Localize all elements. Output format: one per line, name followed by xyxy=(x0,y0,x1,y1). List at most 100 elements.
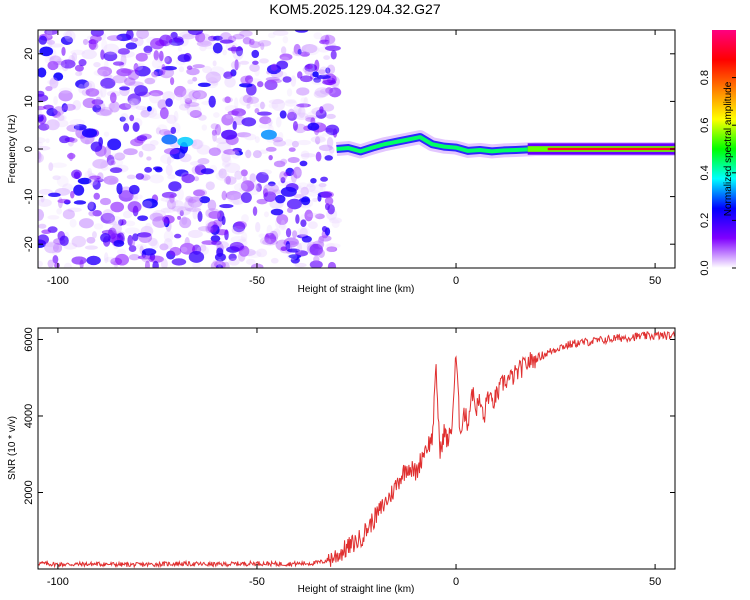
noise-blob xyxy=(327,261,337,268)
noise-blob xyxy=(47,259,55,268)
noise-blob xyxy=(165,42,178,47)
noise-blob xyxy=(224,96,231,104)
x-tick-label: -50 xyxy=(249,576,265,588)
noise-blob xyxy=(158,128,171,136)
noise-blob xyxy=(299,160,308,167)
noise-blob xyxy=(328,146,335,154)
noise-blob xyxy=(242,94,252,104)
noise-blob xyxy=(86,255,101,266)
y-tick-label: 0 xyxy=(23,146,35,152)
noise-blob xyxy=(137,215,149,221)
noise-blob xyxy=(86,236,96,244)
noise-blob xyxy=(194,139,205,148)
noise-blob xyxy=(268,102,279,109)
noise-blob xyxy=(159,107,169,120)
noise-blob xyxy=(313,77,322,83)
noise-blob xyxy=(106,35,123,41)
noise-blob xyxy=(313,32,323,40)
noise-blob xyxy=(181,173,195,184)
noise-blob xyxy=(165,98,173,107)
noise-blob xyxy=(149,174,164,184)
noise-blob xyxy=(51,162,67,168)
noise-blob xyxy=(150,240,160,249)
noise-blob xyxy=(78,59,87,67)
noise-blob xyxy=(60,35,73,45)
noise-blob xyxy=(134,65,151,77)
noise-blob xyxy=(279,53,293,61)
snr-x-ticks: -100 -50 0 50 xyxy=(47,328,661,588)
noise-blob xyxy=(110,160,116,165)
spectrogram-signal-track xyxy=(336,130,675,159)
noise-blob xyxy=(123,77,136,86)
snr-frame xyxy=(37,327,676,570)
noise-blob xyxy=(102,209,114,221)
noise-blob xyxy=(157,99,168,110)
noise-blob xyxy=(38,105,47,111)
noise-blob xyxy=(70,190,75,199)
noise-blob xyxy=(325,67,331,74)
noise-blob xyxy=(189,110,202,118)
noise-blob xyxy=(178,103,190,111)
noise-blob xyxy=(301,43,318,54)
noise-blob xyxy=(252,60,259,65)
noise-blob xyxy=(176,206,192,216)
noise-blob xyxy=(128,254,141,261)
noise-blob xyxy=(247,250,262,259)
noise-blob xyxy=(142,198,158,209)
noise-blob xyxy=(38,260,44,268)
noise-blob xyxy=(276,214,289,225)
noise-blob xyxy=(246,103,251,109)
noise-blob xyxy=(135,52,148,62)
noise-blob xyxy=(197,158,210,165)
noise-blob xyxy=(212,35,223,41)
snr-y-ticks: 2000 4000 6000 xyxy=(23,327,675,505)
noise-blob xyxy=(273,160,286,168)
spectrogram-y-ticks: -20 -10 0 10 20 xyxy=(23,48,675,252)
noise-blob xyxy=(218,168,227,179)
noise-blob xyxy=(92,231,97,239)
noise-blob xyxy=(179,210,184,217)
noise-blob xyxy=(150,38,165,50)
noise-blob xyxy=(315,134,326,143)
noise-blob xyxy=(175,95,182,101)
y-tick-label: 10 xyxy=(23,95,35,107)
noise-blob xyxy=(132,122,140,132)
noise-blob xyxy=(173,85,187,98)
noise-blob xyxy=(71,52,78,62)
noise-blob xyxy=(300,186,309,196)
noise-blob xyxy=(199,44,207,52)
noise-blob xyxy=(100,232,111,243)
noise-blob xyxy=(305,44,320,56)
y-tick-label: -10 xyxy=(23,189,35,205)
noise-blob xyxy=(182,88,197,101)
noise-blob xyxy=(311,79,324,85)
noise-blob xyxy=(108,220,117,225)
noise-blob xyxy=(93,69,110,77)
noise-blob xyxy=(270,78,282,84)
noise-blob xyxy=(179,96,186,107)
noise-blob xyxy=(88,38,97,50)
noise-blob xyxy=(191,201,201,214)
noise-blob xyxy=(82,38,89,46)
noise-blob xyxy=(144,222,153,235)
noise-blob xyxy=(130,37,139,42)
noise-blob xyxy=(221,114,234,126)
noise-blob xyxy=(234,97,239,109)
noise-blob xyxy=(212,130,218,142)
noise-blob xyxy=(248,41,261,49)
noise-blob xyxy=(265,233,270,243)
noise-blob xyxy=(326,246,338,253)
y-tick-label: 4000 xyxy=(23,404,35,428)
noise-blob xyxy=(67,152,76,160)
noise-blob xyxy=(48,40,53,48)
noise-blob xyxy=(280,176,286,184)
noise-blob xyxy=(108,177,117,185)
noise-blob xyxy=(234,59,239,71)
noise-blob xyxy=(81,128,98,138)
noise-blob xyxy=(316,74,331,80)
noise-blob xyxy=(211,129,217,136)
noise-blob xyxy=(140,109,150,118)
noise-blob xyxy=(138,232,153,243)
x-tick-label: 50 xyxy=(649,576,661,588)
noise-blob xyxy=(266,138,281,144)
